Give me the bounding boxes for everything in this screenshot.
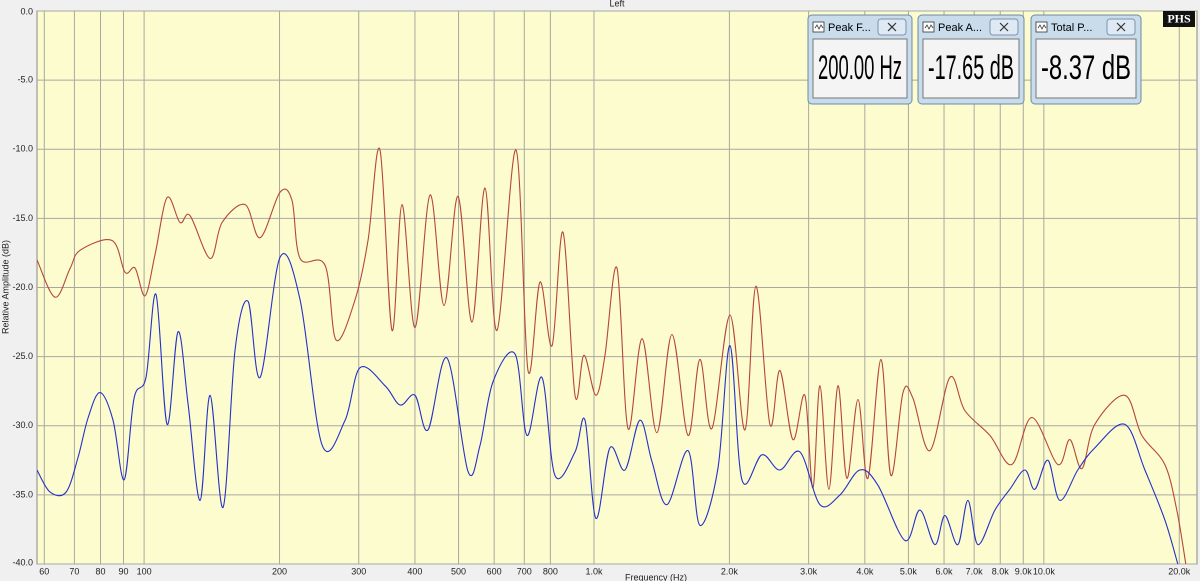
y-tick-label: -5.0 bbox=[17, 75, 33, 85]
x-tick-label: 70 bbox=[69, 566, 79, 576]
x-tick-label: 400 bbox=[407, 566, 422, 576]
series-line bbox=[37, 253, 1179, 564]
y-tick-label: -25.0 bbox=[12, 351, 33, 361]
y-tick-label: -35.0 bbox=[12, 489, 33, 499]
x-axis-label: Frequency (Hz) bbox=[625, 572, 687, 581]
x-tick-label: 700 bbox=[517, 566, 532, 576]
meter-title: Peak A... bbox=[938, 22, 982, 34]
logo: PHS bbox=[1167, 11, 1191, 25]
meter-display bbox=[922, 38, 1020, 99]
y-tick-label: -10.0 bbox=[12, 144, 33, 154]
y-tick-label: -15.0 bbox=[12, 213, 33, 223]
x-tick-label: 200 bbox=[272, 566, 287, 576]
meter-title: Total P... bbox=[1051, 22, 1092, 34]
x-tick-label: 80 bbox=[95, 566, 105, 576]
series-line bbox=[37, 147, 1187, 564]
meter-value: -8.37 dB bbox=[1041, 49, 1131, 87]
x-tick-label: 3.0k bbox=[800, 566, 818, 576]
meter-icon-wave bbox=[924, 24, 934, 30]
meter-close-x bbox=[999, 22, 1009, 32]
x-tick-label: 600 bbox=[487, 566, 502, 576]
x-tick-label: 60 bbox=[39, 566, 49, 576]
meter-close-x bbox=[887, 22, 897, 32]
logo-box bbox=[1163, 11, 1195, 27]
meter-icon bbox=[1035, 21, 1048, 33]
x-tick-label: 100 bbox=[137, 566, 152, 576]
x-tick-label: 5.0k bbox=[900, 566, 918, 576]
y-tick-label: -20.0 bbox=[12, 282, 33, 292]
x-tick-label: 9.0k bbox=[1015, 566, 1033, 576]
meter-title: Peak F... bbox=[828, 22, 871, 34]
meter-icon bbox=[922, 21, 935, 33]
x-tick-label: 1.0k bbox=[585, 566, 603, 576]
meter-icon-wave bbox=[1037, 24, 1047, 30]
x-tick-label: 7.0k bbox=[966, 566, 984, 576]
y-axis-label: Relative Amplitude (dB) bbox=[0, 240, 10, 334]
meter-close-x bbox=[1116, 22, 1126, 32]
chart-title: Left bbox=[609, 0, 625, 8]
y-tick-label: -30.0 bbox=[12, 420, 33, 430]
x-tick-label: 10.0k bbox=[1033, 566, 1056, 576]
y-tick-label: -40.0 bbox=[12, 557, 33, 567]
meter-value: -17.65 dB bbox=[928, 49, 1014, 87]
x-tick-label: 90 bbox=[119, 566, 129, 576]
x-tick-label: 500 bbox=[451, 566, 466, 576]
x-tick-label: 4.0k bbox=[856, 566, 874, 576]
x-tick-label: 800 bbox=[543, 566, 558, 576]
meter-icon bbox=[812, 21, 825, 33]
x-tick-label: 6.0k bbox=[936, 566, 954, 576]
x-tick-label: 300 bbox=[351, 566, 366, 576]
x-tick-label: 2.0k bbox=[721, 566, 739, 576]
y-tick-label: 0.0 bbox=[20, 6, 33, 16]
meter-value: 200.00 Hz bbox=[818, 49, 902, 87]
meter-display bbox=[812, 38, 908, 99]
x-tick-label: 8.0k bbox=[992, 566, 1010, 576]
meter-icon-wave bbox=[814, 24, 824, 30]
meter-display bbox=[1035, 38, 1137, 99]
meters: Peak F... 200.00 Hz Peak A... -17.65 dB Tota… bbox=[807, 14, 1142, 105]
x-tick-label: 20.0k bbox=[1168, 566, 1191, 576]
